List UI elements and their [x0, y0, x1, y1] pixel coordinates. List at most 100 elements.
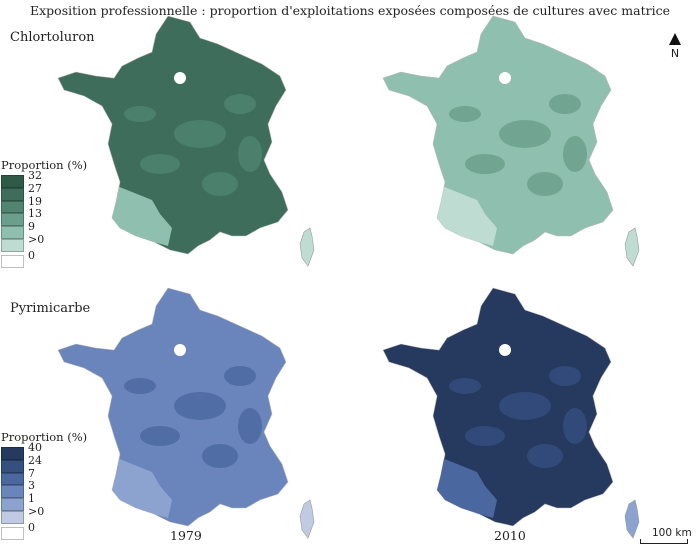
region-patch — [124, 378, 156, 394]
region-patch — [499, 392, 551, 420]
scale-bar-line — [640, 539, 688, 544]
legend-item: 32 — [1, 169, 87, 188]
legend-item: 7 — [1, 467, 87, 486]
corsica-island — [624, 499, 640, 539]
region-patch — [449, 378, 481, 394]
corsica-island — [299, 227, 315, 267]
legend-item: 0 — [1, 521, 87, 540]
legend-swatch — [1, 254, 24, 268]
paris-area — [174, 344, 186, 356]
legend-item: >0 — [1, 233, 87, 252]
legend-swatch — [1, 510, 24, 524]
region-patch — [140, 154, 180, 174]
legend-swatch — [1, 213, 24, 227]
south-west-region — [437, 184, 497, 246]
region-patch — [174, 392, 226, 420]
legend-item: 13 — [1, 207, 87, 227]
legend-item: 27 — [1, 182, 87, 201]
france-territory — [382, 15, 614, 255]
legend-item: 19 — [1, 195, 87, 214]
legend-item: 24 — [1, 454, 87, 473]
legend-item: 3 — [1, 479, 87, 499]
region-patch — [549, 94, 581, 114]
map-patches — [437, 366, 587, 518]
legend-item: 40 — [1, 441, 87, 460]
south-west-region — [437, 456, 497, 518]
legend-label: 32 — [28, 169, 42, 182]
legend-label: 13 — [28, 207, 42, 221]
legend-swatch — [1, 226, 24, 239]
figure-title: Exposition professionnelle : proportion … — [30, 3, 670, 18]
region-patch — [202, 444, 238, 468]
legend-label: 1 — [28, 492, 35, 506]
map-patches — [112, 366, 262, 518]
legend-swatch — [1, 187, 24, 201]
region-patch — [549, 366, 581, 386]
region-patch — [224, 366, 256, 386]
legend-label: 27 — [28, 181, 42, 195]
legend-item: 1 — [1, 492, 87, 511]
legend-swatch — [1, 238, 24, 252]
region-patch — [563, 408, 587, 444]
north-arrow-icon — [669, 33, 681, 45]
legend-swatch — [1, 200, 24, 214]
legend-swatch — [1, 459, 24, 473]
scale-bar: 100 km — [640, 527, 692, 544]
region-patch — [527, 444, 563, 468]
year-label-2010: 2010 — [494, 528, 526, 543]
row-title-pyrimicarbe: Pyrimicarbe — [10, 301, 91, 316]
legend-chlortoluron: Proportion (%) 32 27 19 13 9 >0 0 — [1, 158, 87, 268]
corsica-island — [624, 227, 640, 267]
map-chlortoluron-2010 — [382, 15, 640, 267]
row-title-chlortoluron: Chlortoluron — [10, 30, 95, 45]
region-patch — [499, 120, 551, 148]
legend-swatch — [1, 498, 24, 511]
region-patch — [174, 120, 226, 148]
legend-swatch — [1, 175, 24, 188]
region-patch — [465, 426, 505, 446]
legend-swatch — [1, 447, 24, 460]
map-pyrimicarbe-1979 — [57, 287, 315, 539]
paris-area — [174, 72, 186, 84]
legend-label: 0 — [28, 520, 35, 534]
legend-swatch — [1, 472, 24, 486]
legend-label: >0 — [28, 232, 45, 246]
region-patch — [238, 408, 262, 444]
legend-label: 7 — [28, 466, 35, 480]
paris-area — [499, 344, 511, 356]
region-patch — [224, 94, 256, 114]
region-patch — [124, 106, 156, 122]
region-patch — [563, 136, 587, 172]
scale-label: 100 km — [652, 527, 692, 539]
region-patch — [465, 154, 505, 174]
map-patches — [437, 94, 587, 246]
legend-label: 0 — [28, 248, 35, 262]
legend-label: 19 — [28, 194, 42, 208]
legend-title: Proportion (%) — [1, 158, 88, 172]
legend-label: 24 — [28, 453, 42, 467]
legend-pyrimicarbe: Proportion (%) 40 24 7 3 1 >0 0 — [1, 430, 87, 540]
region-patch — [202, 172, 238, 196]
legend-label: 40 — [28, 441, 42, 454]
region-patch — [238, 136, 262, 172]
legend-label: 9 — [28, 220, 35, 234]
legend-item: 9 — [1, 220, 87, 239]
south-west-region — [112, 456, 172, 518]
legend-item: 0 — [1, 249, 87, 268]
legend-swatch — [1, 485, 24, 499]
legend-title: Proportion (%) — [1, 430, 88, 444]
legend-item: >0 — [1, 505, 87, 524]
region-patch — [527, 172, 563, 196]
paris-area — [499, 72, 511, 84]
north-arrow: N — [668, 30, 682, 60]
corsica-island — [299, 499, 315, 539]
legend-swatch — [1, 526, 24, 540]
south-west-region — [112, 184, 172, 246]
france-territory — [57, 15, 289, 255]
map-chlortoluron-1979 — [57, 15, 315, 267]
legend-label: 3 — [28, 479, 35, 493]
france-territory — [382, 287, 614, 527]
region-patch — [140, 426, 180, 446]
legend-label: >0 — [28, 504, 45, 518]
year-label-1979: 1979 — [170, 528, 202, 543]
